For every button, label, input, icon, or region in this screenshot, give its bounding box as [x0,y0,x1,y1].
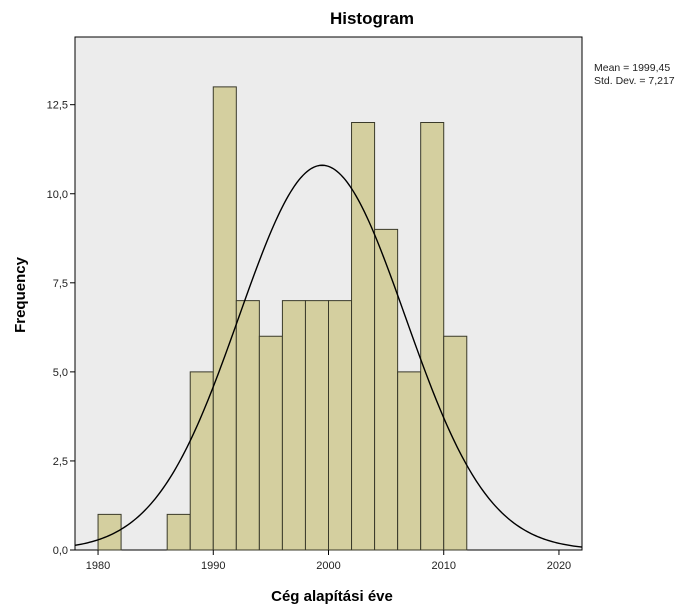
histogram-bar-2002 [351,122,376,551]
y-tick-label: 7,5 [53,278,68,290]
x-tick-label: 1990 [201,560,225,572]
histogram-bar-1980 [97,513,122,551]
histogram-bar-2004 [374,228,399,551]
normal-curve [74,164,583,548]
histogram-bar-2000 [328,300,353,551]
axes-layer: 0,0 2,5 5,0 7,5 10,0 12,5 1980 1990 2000 2010 2020 [47,100,572,572]
x-tick-label: 2020 [547,560,571,572]
histogram-bar-1996 [281,300,306,551]
y-tick-label: 10,0 [47,189,68,201]
histogram-bar-1986 [166,513,191,551]
mean-label: Mean = 1999,45 [594,62,670,74]
bars-layer [97,86,468,551]
x-axis-label: Cég alapítási éve [271,588,393,605]
y-tick-label: 12,5 [47,100,68,112]
x-tick-label: 1980 [86,560,110,572]
y-tick-label: 2,5 [53,456,68,468]
histogram-bar-2008 [420,122,445,551]
histogram-bar-2006 [397,371,422,551]
histogram-bar-1988 [189,371,214,551]
histogram-bar-1994 [258,335,283,551]
std-dev-label: Std. Dev. = 7,217 [594,75,675,87]
y-axis-label: Frequency [12,256,29,333]
y-tick-label: 0,0 [53,545,68,557]
chart-title: Histogram [330,9,414,28]
x-tick-label: 2010 [431,560,455,572]
histogram-bar-1998 [304,300,330,551]
y-tick-label: 5,0 [53,367,68,379]
x-tick-label: 2000 [316,560,340,572]
histogram-bar-1992 [235,300,260,551]
histogram-bar-1990 [212,86,237,551]
